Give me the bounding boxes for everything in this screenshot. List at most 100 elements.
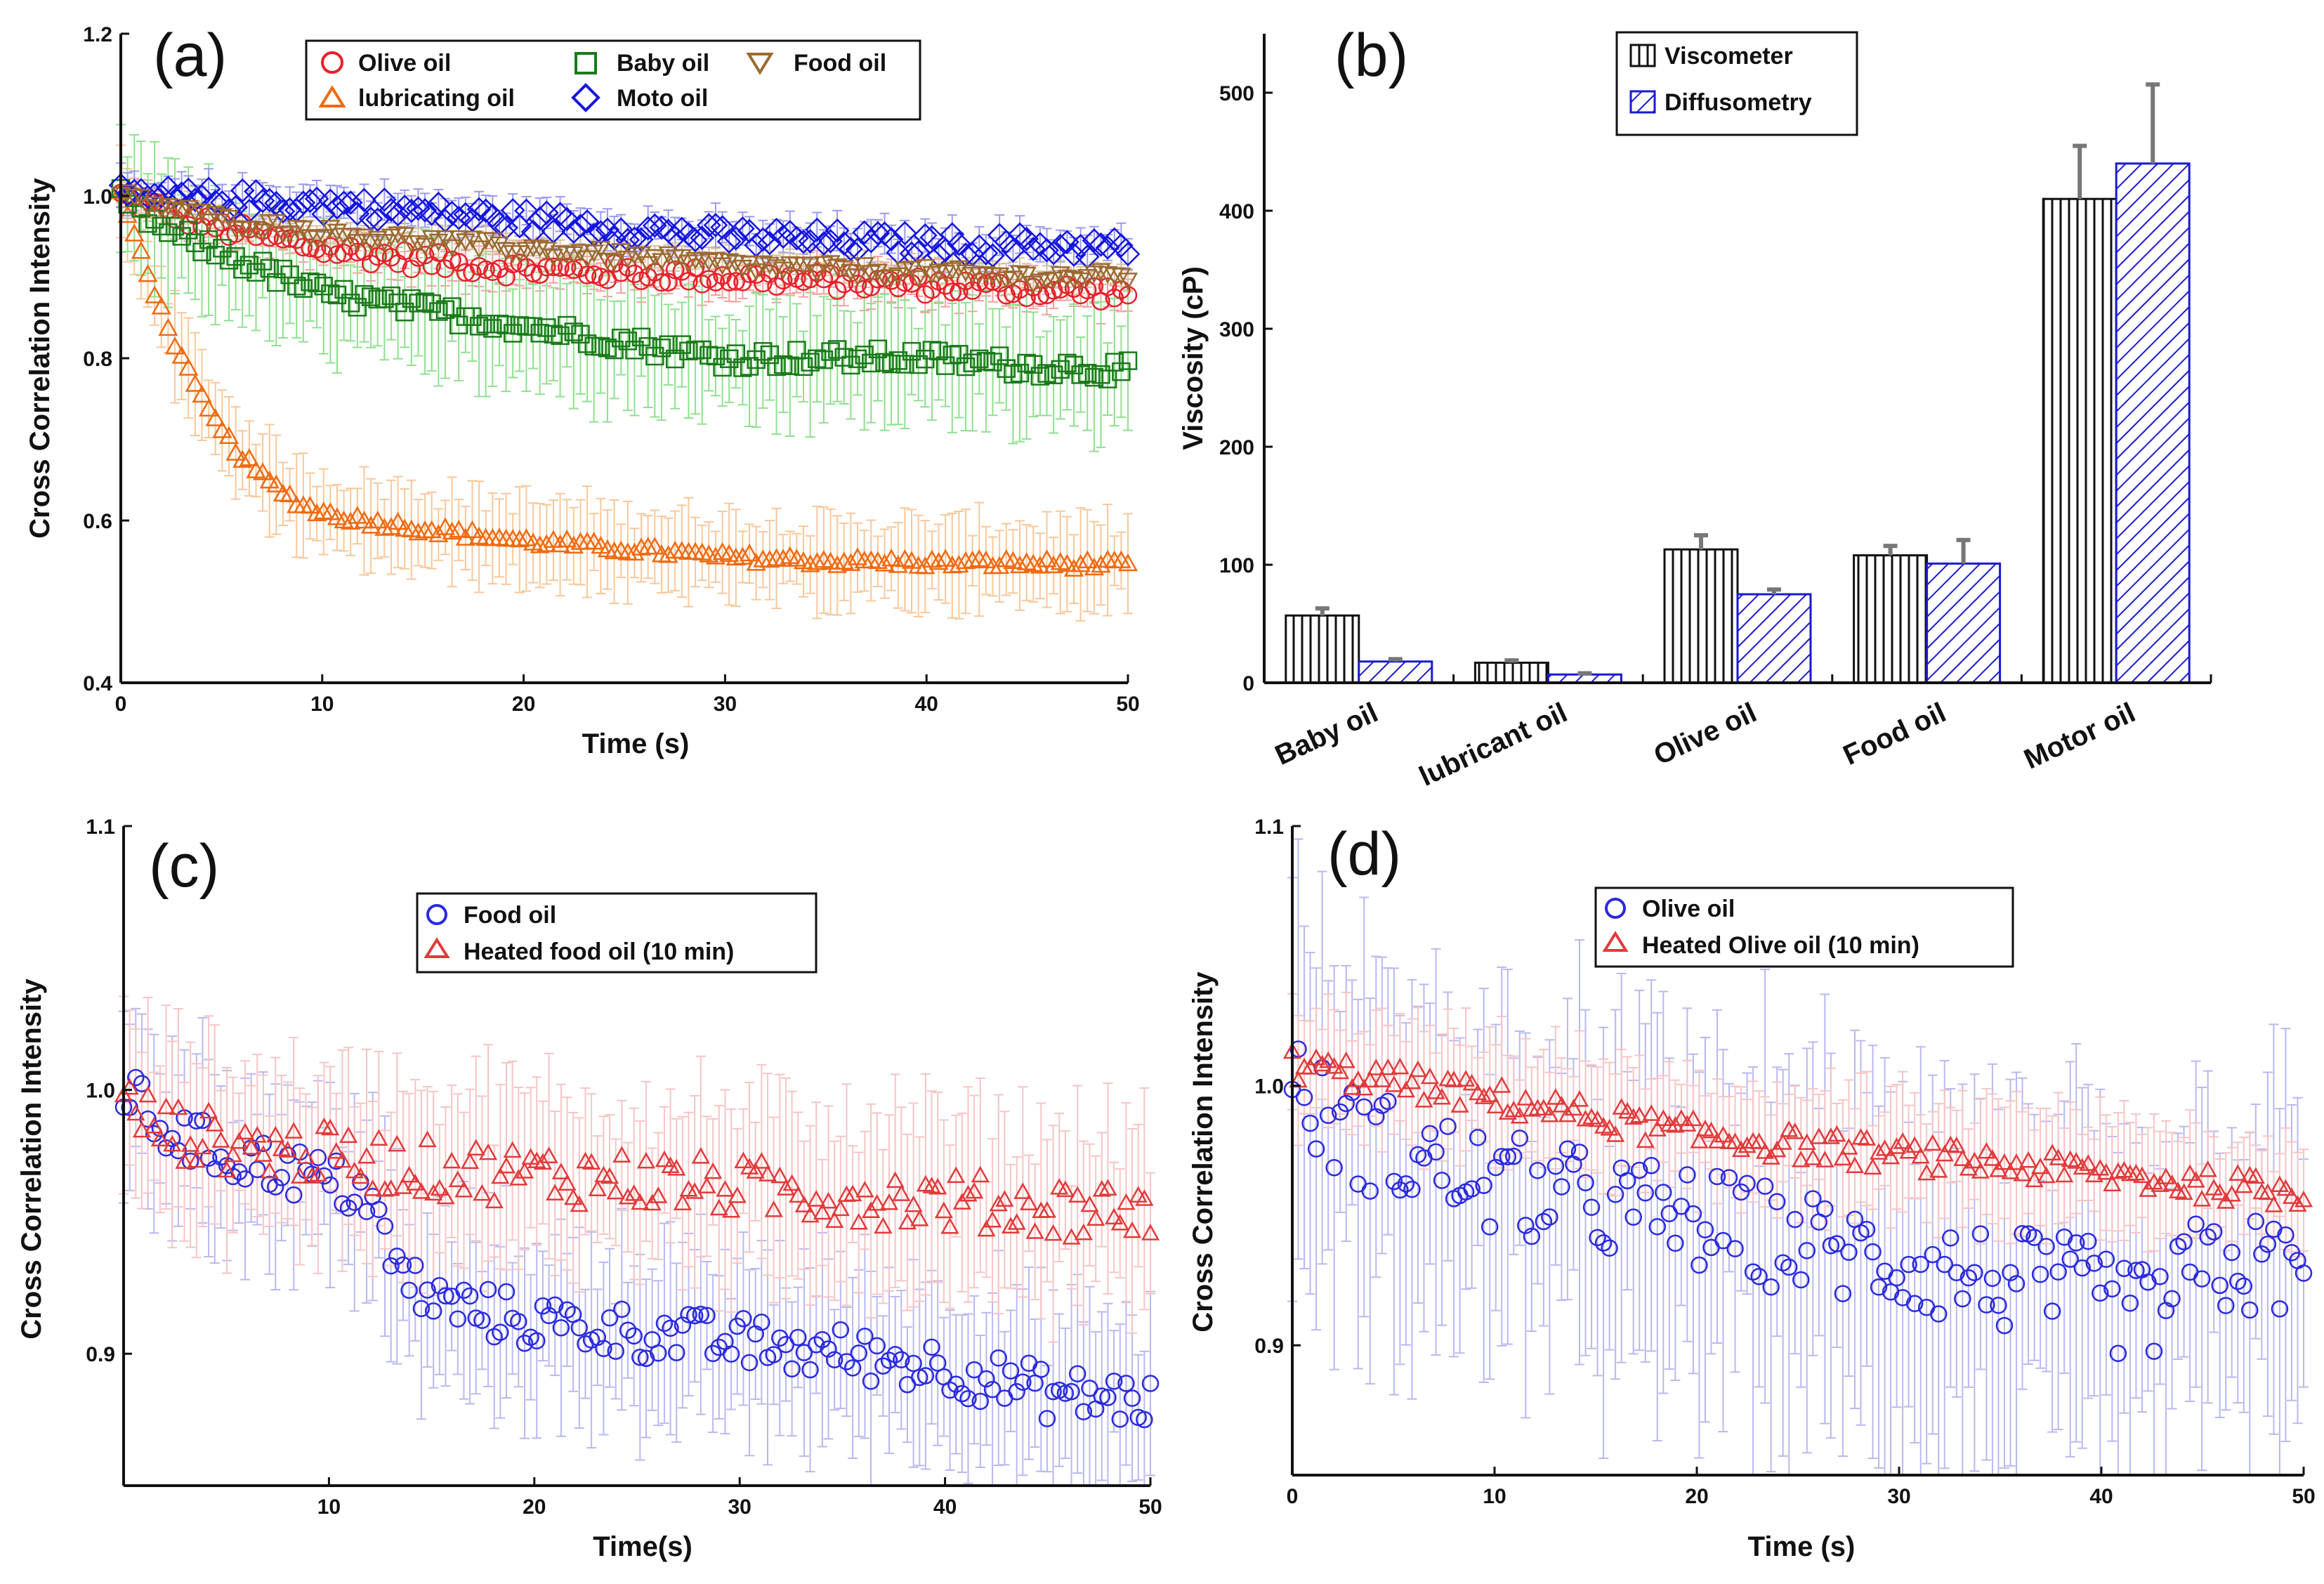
food-oil-point <box>880 1351 898 1369</box>
panel-a-legend-box <box>305 39 921 121</box>
heated-food-oil-10-min--point <box>952 1193 971 1210</box>
food-oil-point <box>1075 1403 1093 1420</box>
olive-oil-point <box>706 273 726 292</box>
moto-oil-point <box>811 231 836 256</box>
food-oil-point <box>249 1160 266 1179</box>
food-oil-point <box>293 221 313 239</box>
food-oil-point <box>388 1248 406 1265</box>
panel-c-ticks: 10 20 30 40 50 0.9 1.0 1.1 <box>86 816 1162 1519</box>
heated-food-oil-10-min--point <box>308 1165 327 1182</box>
food-oil-point <box>131 189 151 207</box>
panel-c-markers <box>114 1068 1160 1429</box>
heated-food-oil-10-min--point <box>290 1167 310 1184</box>
baby-oil-point <box>442 297 461 316</box>
moto-oil-point <box>669 216 695 242</box>
food-oil-point <box>449 1310 467 1328</box>
panel-c-legend-box <box>416 892 818 974</box>
food-oil-point <box>1002 1362 1020 1380</box>
category-label: lubricant oil <box>1414 697 1572 792</box>
heated-food-oil-10-min--point <box>964 1182 984 1199</box>
moto-oil-point <box>649 215 674 240</box>
lubricating-oil-point <box>489 528 510 546</box>
food-oil-point <box>591 241 611 259</box>
food-oil-point <box>1111 268 1131 286</box>
food-oil-point <box>704 1344 722 1363</box>
heated-food-oil-10-min--point <box>746 1162 765 1179</box>
lubricating-oil-point <box>624 542 645 561</box>
lubricating-oil-point <box>807 552 827 570</box>
x-tick-label: 10 <box>310 693 334 716</box>
lubricating-oil-point <box>462 520 482 539</box>
food-oil-point <box>327 223 348 242</box>
olive-oil-point <box>1064 279 1084 298</box>
food-oil-point <box>843 1359 862 1377</box>
food-oil-point <box>856 1328 874 1345</box>
food-oil-point <box>144 196 165 214</box>
baby-oil-point <box>773 355 793 374</box>
food-oil-point <box>692 1305 710 1323</box>
food-oil-point <box>151 1120 169 1137</box>
heated-food-oil-10-min--point <box>1086 1209 1105 1226</box>
legend-food-oil-marker <box>746 53 774 75</box>
lubricating-oil-point <box>874 554 895 572</box>
moto-oil-point <box>608 217 633 242</box>
olive-oil-point <box>327 245 347 264</box>
moto-oil-point <box>386 202 410 227</box>
heated-food-oil-10-min--point <box>558 1174 577 1191</box>
lubricating-oil-point <box>239 448 259 466</box>
moto-oil-point <box>636 216 661 241</box>
baby-oil-point <box>929 341 948 360</box>
moto-oil-point <box>1095 235 1120 260</box>
moto-oil-point <box>352 188 376 213</box>
baby-oil-point <box>841 355 860 375</box>
panel-b-legend-box <box>1615 31 1858 136</box>
food-oil-point <box>164 201 185 220</box>
heated-food-oil-10-min--point <box>454 1180 473 1198</box>
heated-food-oil-10-min--point <box>789 1186 808 1203</box>
food-oil-point <box>651 253 672 271</box>
baby-oil-point <box>754 342 773 361</box>
food-oil-point <box>482 232 503 251</box>
baby-oil-point <box>280 265 299 284</box>
heated-food-oil-10-min--point <box>849 1212 868 1230</box>
x-tick-label: 20 <box>512 693 535 716</box>
moto-oil-point <box>703 213 728 237</box>
food-oil-point <box>530 240 550 258</box>
heated-food-oil-10-min--point <box>1141 1224 1160 1241</box>
food-oil-point <box>827 258 848 277</box>
heated-food-oil-10-min--point <box>1068 1186 1087 1203</box>
food-oil-point <box>888 267 908 286</box>
y-tick-label: 1.2 <box>83 23 112 46</box>
food-oil-point <box>662 1319 679 1337</box>
food-oil-point <box>847 268 868 287</box>
food-oil-point <box>862 1373 880 1390</box>
food-oil-point <box>461 1287 479 1305</box>
lubricating-oil-point <box>773 549 794 567</box>
heated-food-oil-10-min--point <box>776 1179 796 1196</box>
bar-diffusometry-motor-oil <box>2115 162 2191 684</box>
lubricating-oil-point <box>509 529 530 548</box>
food-oil-point <box>194 1111 211 1130</box>
food-oil-point <box>354 228 374 247</box>
heated-food-oil-10-min--point <box>867 1193 886 1211</box>
olive-oil-point <box>672 262 692 281</box>
food-oil-point <box>437 1287 454 1305</box>
olive-oil-point <box>652 273 671 292</box>
y-tick-label: 1.1 <box>86 816 115 839</box>
heated-food-oil-10-min--point <box>1122 1221 1142 1238</box>
lubricating-oil-point <box>888 555 908 573</box>
food-oil-point <box>479 1281 497 1299</box>
baby-oil-point <box>598 339 617 358</box>
food-oil-point <box>489 236 510 255</box>
food-oil-point <box>376 1217 394 1235</box>
heated-food-oil-10-min--point <box>721 1200 741 1218</box>
heated-food-oil-10-min--point <box>782 1174 801 1191</box>
heated-food-oil-10-min--point <box>576 1151 595 1169</box>
baby-oil-point <box>1071 365 1090 384</box>
lubricating-oil-point <box>1117 553 1138 572</box>
baby-oil-point <box>1058 353 1077 373</box>
lubricating-oil-point <box>388 511 408 530</box>
heated-food-oil-10-min--point <box>260 1161 279 1179</box>
olive-oil-point <box>1030 286 1050 306</box>
